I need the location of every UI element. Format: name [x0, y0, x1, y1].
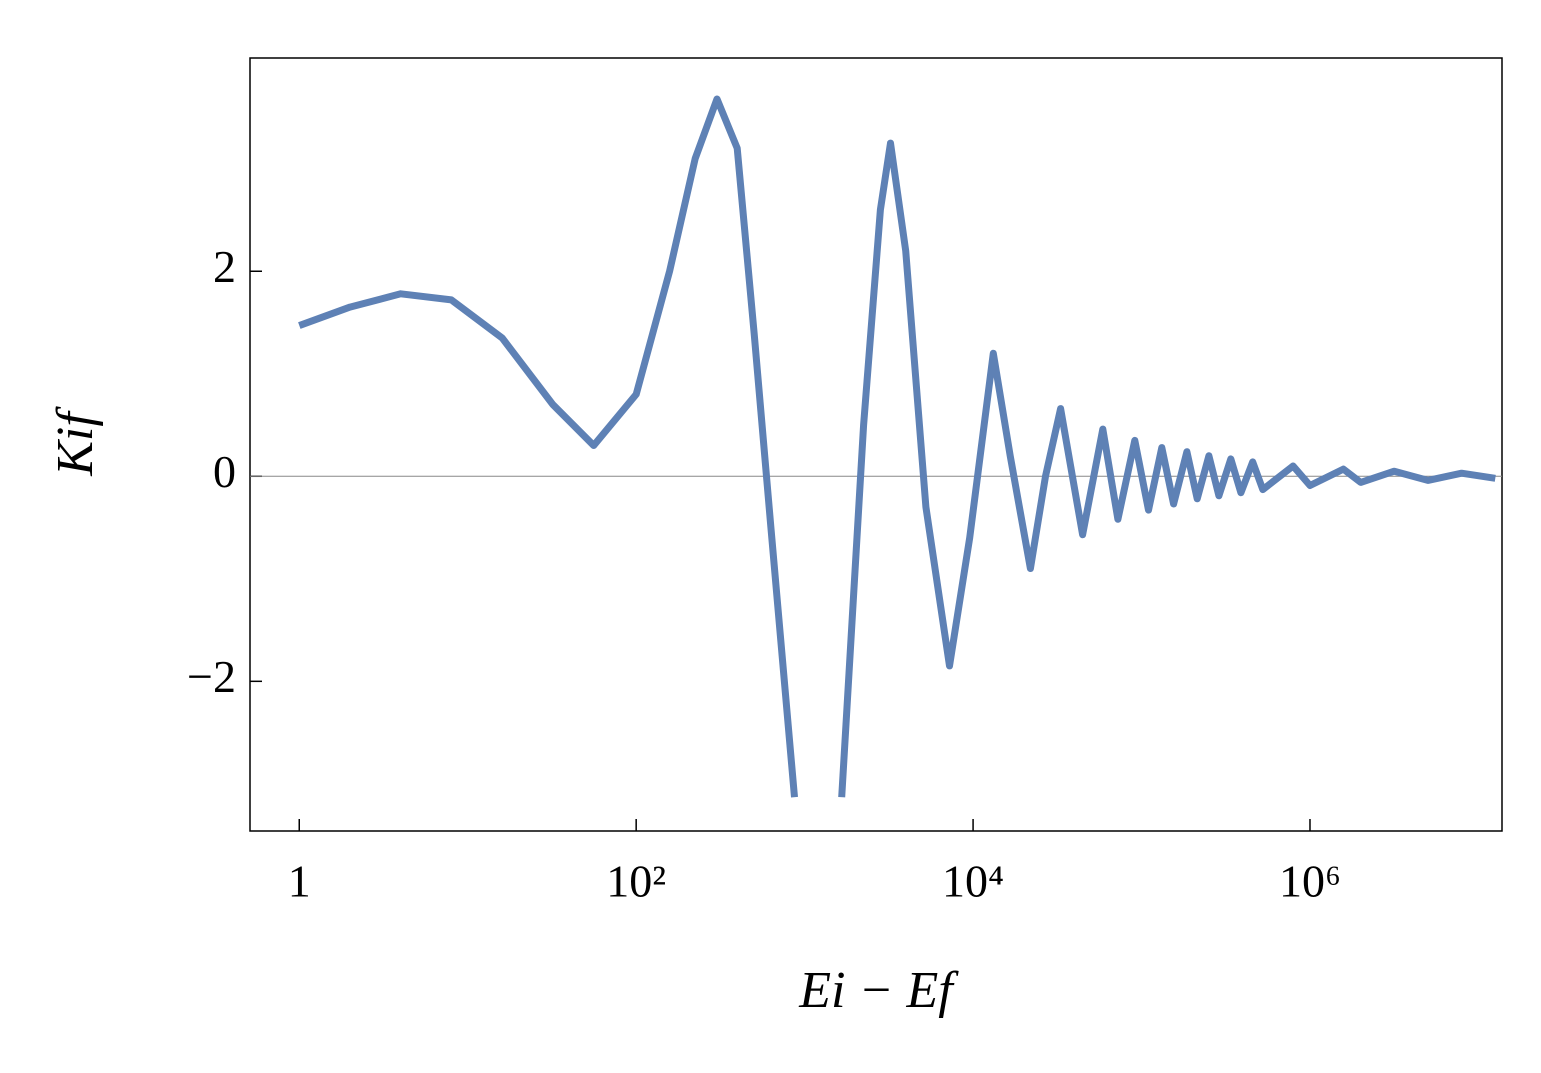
y-tick-label: −2 — [187, 651, 236, 702]
line-series — [298, 95, 1496, 798]
y-tick-label: 2 — [213, 241, 236, 292]
plot-frame — [249, 57, 1503, 832]
x-tick-label: 10⁶ — [1279, 856, 1341, 907]
x-tick-label: 10² — [606, 856, 666, 907]
y-tick-label: 0 — [213, 446, 236, 497]
y-axis-label: Kif — [47, 406, 104, 477]
x-tick-label: 10⁴ — [942, 856, 1004, 907]
x-tick-label: 1 — [288, 856, 311, 907]
x-axis-label: Ei − Ef — [798, 962, 959, 1019]
